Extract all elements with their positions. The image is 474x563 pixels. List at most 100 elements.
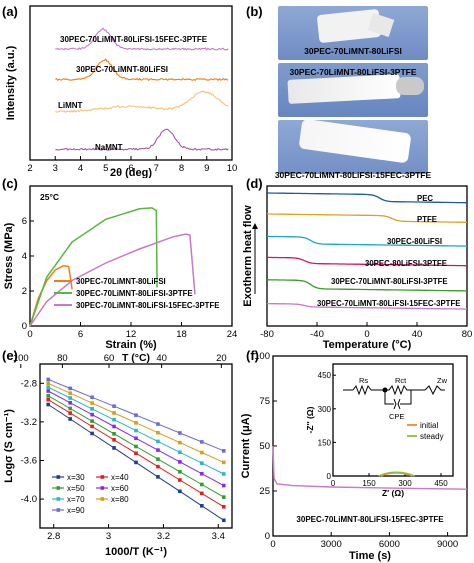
data-point [90, 401, 94, 405]
x-tick-label: 4 [78, 163, 83, 174]
dsc-curve [267, 256, 467, 267]
panel-label-b: (b) [246, 4, 263, 19]
y-axis-label: Current (μA) [240, 413, 252, 478]
data-point [156, 439, 160, 444]
y-tick-label: 100 [254, 351, 270, 362]
y-tick-label: 2 [22, 286, 27, 297]
curve-label: NaMNT [95, 143, 123, 152]
data-point [178, 470, 182, 474]
data-point [156, 464, 160, 469]
curve-label: 30PEC-70LiMNT-80LiFSI-15FEC-3PTFE [296, 515, 444, 524]
dsc-curve [267, 302, 467, 310]
y-tick-label: -3.6 [21, 455, 37, 466]
inset-x-tick-label: 150 [362, 479, 376, 488]
xrd-curve [55, 90, 229, 113]
data-point [200, 482, 204, 487]
x-tick-label: -80 [260, 329, 274, 340]
data-point [156, 430, 160, 435]
legend-marker [56, 497, 61, 501]
top-tick-label: 20 [216, 353, 227, 364]
data-point [221, 449, 226, 453]
dsc-chart: -80 -40 0 40 80 Temperature (°C) Exotherm heat… [242, 185, 472, 351]
warburg-element [424, 385, 445, 396]
data-point [46, 377, 51, 382]
data-point [134, 436, 138, 441]
data-point [221, 518, 226, 523]
inset-legend-label: initial [420, 421, 438, 430]
data-point [90, 412, 94, 417]
x-tick-label: 2.8 [47, 531, 60, 542]
top-tick-label: 80 [57, 353, 68, 364]
inset-y-tick-label: 450 [318, 371, 332, 380]
resistor-rs [352, 384, 372, 396]
x-tick-label: 8 [179, 163, 184, 174]
data-point [221, 495, 226, 499]
data-point [68, 386, 72, 391]
data-point [200, 504, 204, 508]
data-point [134, 451, 138, 456]
legend-label: x=90 [67, 506, 85, 515]
circuit-label: Rct [395, 376, 407, 385]
data-point [68, 401, 72, 405]
data-point [156, 422, 160, 426]
data-point [46, 394, 51, 398]
x-tick-label: 18 [176, 329, 187, 340]
x-tick-label: 10 [227, 163, 238, 174]
inset-x-tick-label: 300 [398, 479, 412, 488]
data-point [46, 381, 51, 386]
legend-marker [100, 486, 105, 490]
data-point [112, 424, 116, 429]
dsc-curve [267, 192, 467, 204]
data-point [112, 432, 116, 436]
top-tick-label: 60 [104, 353, 115, 364]
data-point [68, 406, 72, 411]
legend-label: x=50 [67, 484, 85, 493]
nyquist-steady [378, 471, 415, 477]
panel-label-c: (c) [2, 176, 18, 191]
x-tick-label: 3 [53, 163, 58, 174]
y-tick-label: 50 [259, 441, 270, 452]
y-tick-label: 6 [22, 216, 27, 227]
y-tick-label: 0 [22, 321, 27, 332]
legend-marker [56, 508, 61, 512]
current-curve [272, 445, 468, 490]
data-point [221, 472, 226, 476]
photo-membrane-2: 30PEC-70LiMNT-80LiFSI-3PTFE [278, 63, 428, 117]
y-tick-label: 25 [259, 486, 270, 497]
data-point [178, 489, 182, 494]
curve-label: PEC [417, 194, 433, 203]
inset-y-tick-label: 300 [318, 405, 332, 414]
curve-label: 30PEC-80LiFSI-3PTFE [365, 259, 447, 268]
x-tick-label: 7 [154, 163, 159, 174]
panel-label-f: (f) [246, 348, 259, 363]
data-point [90, 407, 94, 411]
curve-label: 30PEC-70LiMNT-80LiFSI-3PTFE [331, 277, 448, 286]
curve-label: 30PEC-70LiMNT-80LiFSI-15FEC-3PTFE [317, 299, 460, 308]
x-tick-label: 40 [412, 329, 423, 340]
top-tick-label: 100 [13, 353, 29, 364]
xrd-chart: 2 3 4 5 6 7 8 9 10 2θ (deg) Intensity (a.u.) 30PEC-… [5, 5, 238, 178]
curve-label: 30PEC-70LiMNT-80LiFSI [76, 65, 168, 74]
stress-strain-curve [29, 207, 158, 327]
x-tick-label: 3000 [321, 539, 342, 550]
plot-frame [332, 363, 454, 477]
data-point [46, 389, 51, 393]
circuit-label: Rs [359, 376, 368, 385]
data-point [178, 460, 182, 464]
photo-membrane-3 [278, 120, 428, 174]
data-point [68, 391, 72, 395]
data-point [90, 419, 94, 423]
data-point [156, 457, 160, 461]
x-tick-label: 3.2 [157, 531, 170, 542]
legend-label: x=60 [111, 484, 129, 493]
legend-label: x=30 [67, 473, 85, 482]
photo-caption-2: 30PEC-70LiMNT-80LiFSI-3PTFE [289, 67, 417, 77]
curve-label: 30PEC-80LiFSI [387, 237, 442, 246]
plot-frame [39, 363, 233, 529]
legend-marker [56, 486, 61, 490]
photo-membrane-1: 30PEC-70LiMNT-80LiFSI [278, 6, 428, 60]
y-tick-label: -4.0 [21, 494, 37, 505]
cpe-branch [384, 390, 412, 405]
photo-caption-3: 30PEC-70LiMNT-80LiFSI-15FEC-3PTFE [274, 170, 432, 180]
